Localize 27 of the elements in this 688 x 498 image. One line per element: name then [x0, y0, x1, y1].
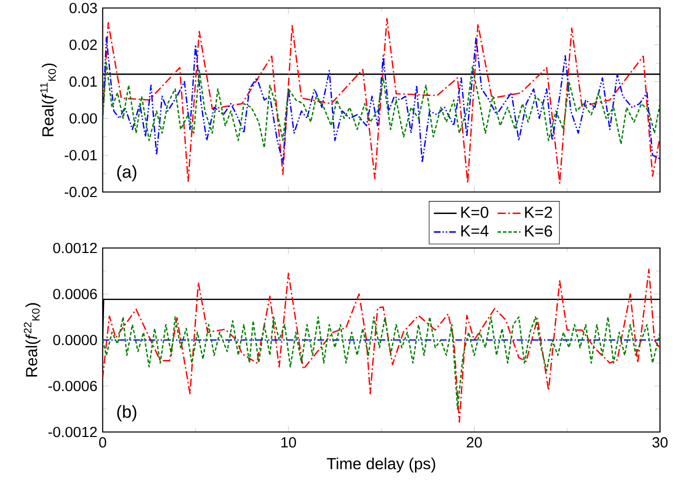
legend-label: K=6	[525, 225, 552, 237]
line-series	[102, 62, 660, 148]
y-tick-label: -0.02	[64, 186, 97, 198]
y-tick-label: -0.01	[64, 150, 97, 160]
y-tick-label: -0.0012	[48, 426, 97, 438]
legend-label: K=2	[525, 206, 552, 218]
x-tick-label: 20	[466, 437, 482, 448]
y-tick-label: 0.0012	[53, 242, 97, 254]
y-axis-title: Real(f$^{22}$$_{K0}$)	[24, 303, 40, 376]
y-axis-title: Real(f$^{11}$$_{K0}$)	[40, 64, 57, 136]
y-tick-label: 0.02	[70, 40, 97, 50]
annotation: (b)	[117, 405, 136, 422]
y-tick-label: 0.0006	[53, 288, 97, 300]
y-tick-label: 0.01	[70, 76, 97, 87]
line-series	[102, 268, 660, 423]
x-axis-title: Time delay (ps)	[326, 458, 436, 472]
annotation: (a)	[117, 165, 136, 182]
legend-label: K=4	[461, 225, 488, 236]
x-tick-label: 0	[99, 437, 106, 448]
x-tick-label: 10	[281, 437, 296, 448]
y-tick-label: 0.0000	[53, 334, 97, 346]
line-series	[102, 18, 660, 184]
y-tick-label: 0.00	[70, 113, 97, 124]
x-tick-label: 30	[652, 437, 668, 448]
y-tick-label: -0.0006	[48, 380, 97, 392]
legend-label: K=0	[461, 206, 488, 218]
y-tick-label: 0.03	[70, 2, 97, 14]
